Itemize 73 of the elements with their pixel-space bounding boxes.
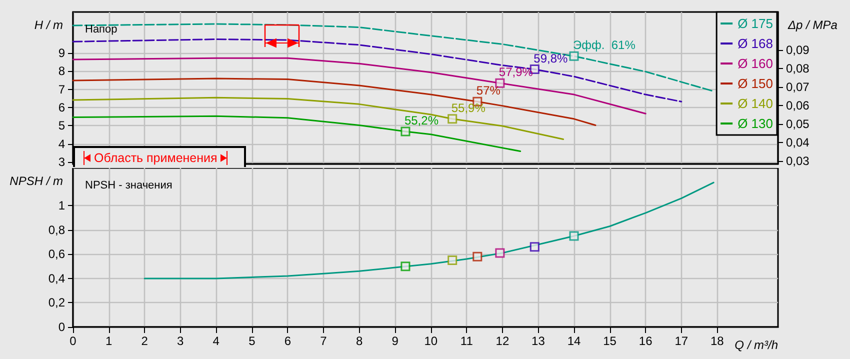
x-tick-label: 17 (674, 334, 688, 348)
y-tick-label: 5 (58, 118, 66, 133)
x-tick-label: 14 (567, 334, 582, 348)
y2-tick-label: 0,05 (786, 116, 810, 131)
legend-label: Ø 150 (738, 76, 774, 91)
y-tick-label: 0 (58, 320, 66, 334)
text: Напор (85, 24, 118, 36)
y-tick-label: 8 (58, 64, 66, 78)
point (472, 252, 482, 262)
y-tick-label: 0,2 (48, 296, 66, 310)
y2-tick-label: 0,07 (786, 80, 810, 94)
point (495, 248, 505, 258)
x-tick-label: 13 (532, 334, 546, 348)
y-tick-label: 0,8 (48, 222, 66, 237)
y2-tick-label: 0,04 (786, 135, 810, 150)
x-tick-label: 3 (177, 334, 184, 348)
line-series (72, 38, 682, 102)
y2-tick-label: 0,09 (786, 42, 810, 57)
annotation: Область применения (94, 150, 218, 164)
x-tick-label: 2 (141, 334, 148, 348)
point (400, 262, 410, 272)
point (448, 255, 458, 265)
y-tick-label: 1 (58, 198, 66, 213)
y2-tick-label: 0,08 (786, 61, 810, 76)
y2-axis-title: Δp / MPa (787, 18, 838, 32)
point (448, 114, 458, 124)
line-series (72, 115, 522, 152)
x-tick-label: 1 (105, 334, 112, 348)
y-tick-label: 0,4 (48, 271, 66, 286)
y2-tick-label: 0,03 (786, 154, 810, 168)
annotation: 59,8% (534, 51, 568, 66)
x-tick-label: 10 (424, 334, 438, 348)
x-tick-label: 15 (603, 334, 617, 348)
text: NPSH - значения (85, 180, 172, 192)
legend-label: Ø 168 (738, 36, 774, 51)
line-series (72, 96, 564, 140)
annotation: 57,9% (498, 65, 534, 80)
x-tick-label: 11 (460, 334, 474, 348)
line-series (72, 78, 596, 126)
y2-tick-label: 0,06 (786, 98, 810, 112)
x-tick-label: 18 (710, 334, 724, 348)
x-tick-label: 16 (638, 334, 653, 348)
x-tick-label: 0 (70, 334, 77, 348)
y-axis-title: H / m (34, 18, 63, 32)
point (530, 242, 540, 252)
y-tick-label: 4 (58, 136, 66, 151)
annotation: 55,2% (404, 113, 439, 128)
legend-label: Ø 175 (738, 16, 774, 31)
y-tick-label: 3 (58, 155, 66, 169)
x-tick-label: 5 (248, 334, 256, 348)
x-tick-label: 9 (392, 334, 399, 348)
y-tick-label: 7 (58, 82, 66, 96)
y-axis-title: NPSH / m (10, 174, 63, 188)
point (495, 78, 505, 88)
x-tick-label: 7 (320, 334, 328, 348)
x-tick-label: 4 (212, 334, 220, 348)
point (569, 51, 579, 61)
y-tick-label: 9 (58, 46, 66, 60)
annotation: 55,9% (451, 100, 486, 115)
y-tick-label: 6 (58, 100, 66, 114)
x-tick-label: 12 (496, 334, 510, 348)
point (400, 126, 410, 136)
x-tick-label: 6 (284, 334, 292, 348)
legend-label: Ø 130 (738, 116, 774, 131)
y-tick-label: 0,6 (48, 247, 66, 262)
point (569, 231, 579, 241)
legend-label: Ø 160 (738, 56, 774, 71)
x-axis-title: Q / m³/h (734, 338, 778, 352)
x-tick-label: 8 (356, 334, 363, 348)
annotation: 57% (476, 84, 501, 98)
legend-label: Ø 140 (738, 96, 774, 111)
annotation: Эфф. 61% (573, 38, 636, 52)
range-legend-box: Область применения (73, 146, 246, 167)
